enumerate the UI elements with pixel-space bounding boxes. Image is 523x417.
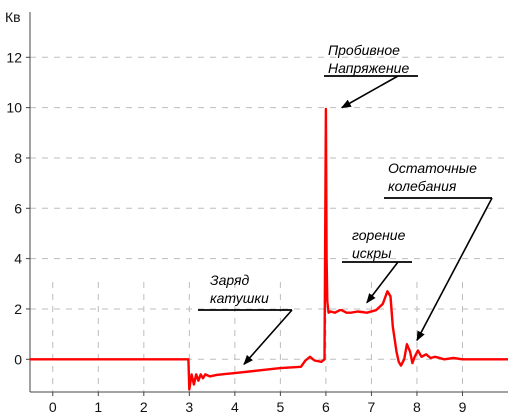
grid [30, 56, 508, 392]
annotation: Заряд катушки [198, 272, 293, 366]
x-tick-label: 1 [94, 399, 102, 415]
x-tick-label: 6 [322, 399, 330, 415]
x-tick-label: 5 [276, 399, 284, 415]
y-tick-label: 12 [6, 49, 22, 65]
y-axis-label: Кв [5, 9, 21, 25]
annotation-text: горение [352, 227, 406, 243]
annotation-text: Заряд [210, 272, 249, 288]
y-tick-labels: 0 2 4 6 8 10 12 [6, 49, 30, 367]
x-tick-label: 7 [368, 399, 376, 415]
series-line [30, 107, 508, 391]
y-tick-label: 6 [14, 200, 22, 216]
x-tick-label: 0 [49, 399, 57, 415]
y-tick-label: 2 [14, 301, 22, 317]
annotation-arrow [366, 261, 399, 304]
annotation: горение искры [342, 227, 412, 304]
y-tick-label: 4 [14, 251, 22, 267]
annotation-arrow [340, 75, 399, 109]
x-tick-label: 4 [231, 399, 239, 415]
annotation-arrow [243, 309, 293, 366]
annotation: Остаточные колебания [384, 160, 493, 342]
annotations: Пробивное Напряжение Заряд катушки горение ис… [198, 42, 493, 366]
y-tick-label: 8 [14, 150, 22, 166]
annotation: Пробивное Напряжение [324, 42, 418, 109]
x-tick-labels: 0 1 2 3 4 5 6 7 8 9 [49, 392, 467, 415]
annotation-text: Напряжение [328, 60, 409, 76]
annotation-text: искры [352, 245, 392, 261]
annotation-arrow [416, 197, 493, 342]
series-group [30, 107, 508, 391]
y-tick-label: 0 [14, 351, 22, 367]
annotation-text: Пробивное [328, 42, 400, 58]
x-tick-label: 8 [413, 399, 421, 415]
annotation-text: Остаточные [388, 160, 477, 176]
annotation-text: колебания [388, 178, 457, 194]
y-tick-label: 10 [6, 100, 22, 116]
x-tick-label: 2 [140, 399, 148, 415]
x-tick-label: 9 [459, 399, 467, 415]
x-tick-label: 3 [185, 399, 193, 415]
annotation-text: катушки [210, 290, 269, 306]
